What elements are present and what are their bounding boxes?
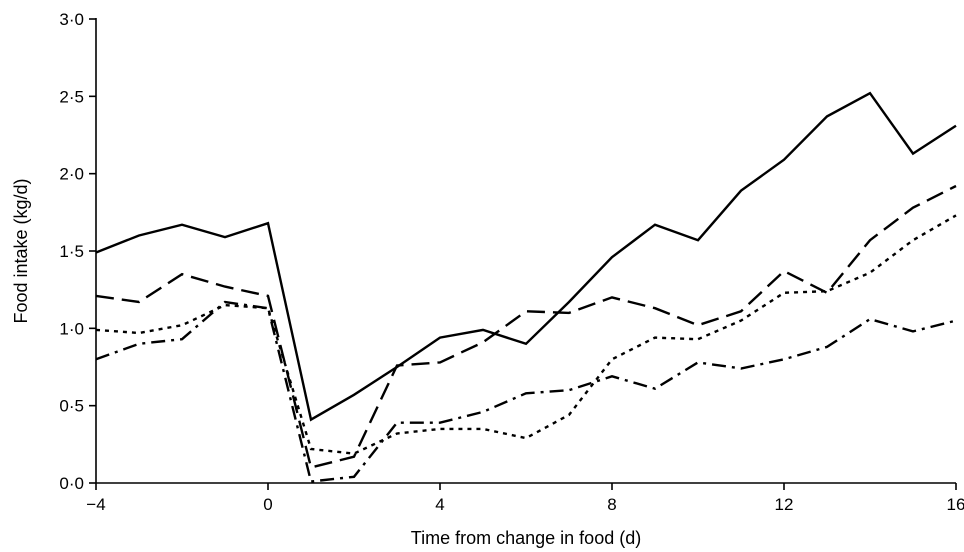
y-tick-label: 2·5 bbox=[59, 87, 84, 106]
series-line-dotted bbox=[95, 214, 957, 455]
x-tick-label: 8 bbox=[607, 495, 616, 514]
y-tick-label: 0·5 bbox=[59, 397, 84, 416]
y-axis-title: Food intake (kg/d) bbox=[11, 178, 31, 323]
series-line-solid bbox=[95, 91, 957, 422]
x-axis-title: Time from change in food (d) bbox=[411, 528, 641, 548]
axes bbox=[95, 18, 956, 484]
y-tick-label: 1·5 bbox=[59, 242, 84, 261]
series-line-dash-dot bbox=[95, 300, 957, 483]
y-ticks: 0·0 0·5 1·0 1·5 2·0 2·5 3·0 bbox=[59, 10, 96, 493]
y-tick-label: 3·0 bbox=[59, 10, 84, 29]
x-tick-label: 4 bbox=[435, 495, 444, 514]
y-tick-label: 0·0 bbox=[59, 474, 84, 493]
series-line-long-dash bbox=[95, 184, 957, 469]
x-tick-label: 12 bbox=[775, 495, 794, 514]
x-tick-label: 16 bbox=[947, 495, 964, 514]
y-tick-label: 1·0 bbox=[59, 319, 84, 338]
x-ticks: −4 0 4 8 12 16 bbox=[86, 483, 964, 514]
x-tick-label: 0 bbox=[263, 495, 272, 514]
x-tick-label: −4 bbox=[86, 495, 105, 514]
y-tick-label: 2·0 bbox=[59, 165, 84, 184]
series-lines bbox=[95, 91, 957, 483]
